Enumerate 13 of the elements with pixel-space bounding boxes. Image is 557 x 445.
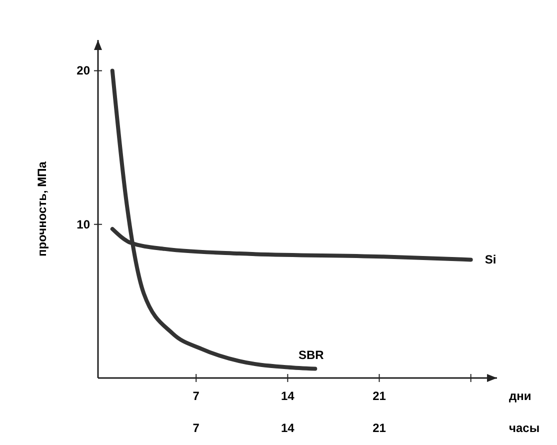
series-label: SBR	[298, 348, 324, 362]
y-tick-label: 20	[76, 64, 90, 78]
x2-axis-title: часы	[509, 421, 540, 435]
x-tick-label: 7	[192, 421, 200, 435]
x2-tick-label: 21	[372, 389, 386, 403]
y-tick-label: 10	[76, 217, 90, 232]
x2-tick-label: 14	[281, 389, 295, 403]
x2-tick-label: 7	[192, 389, 200, 403]
x-tick-label: 21	[372, 421, 386, 435]
y-axis-title: прочность, МПа	[35, 161, 49, 256]
x-tick-label: 14	[281, 421, 295, 435]
x-axis-title: дни	[509, 389, 532, 403]
series-label: Si	[484, 252, 496, 267]
